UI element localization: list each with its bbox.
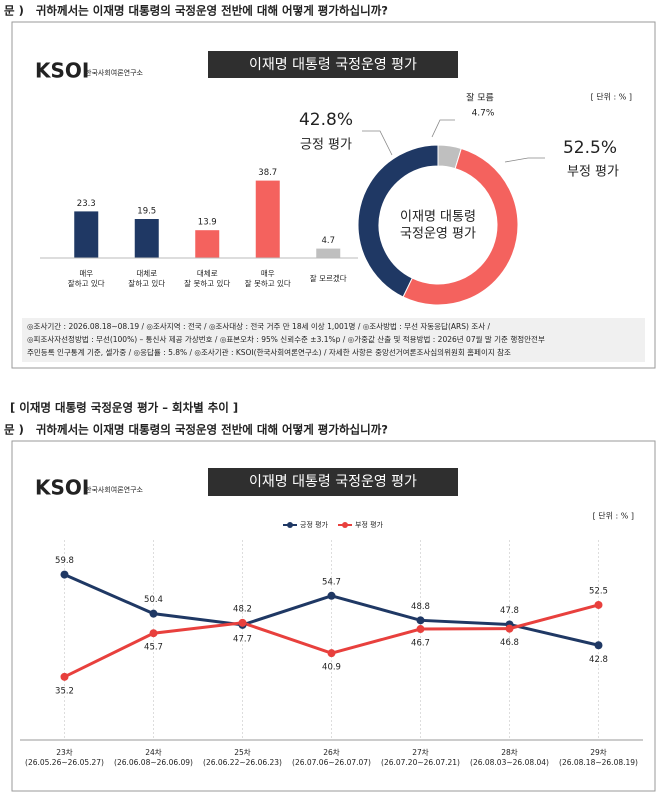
legend-label: 긍정 평가 — [300, 520, 329, 529]
note: ◎조사기간 : 2026.08.18~08.19 / ◎조사지역 : 전국 / … — [27, 321, 490, 331]
marker — [327, 649, 336, 658]
value-label: 54.7 — [322, 577, 341, 587]
bar — [74, 211, 99, 258]
value-label: 13.9 — [198, 218, 217, 228]
value-label: 47.7 — [233, 634, 252, 644]
value-label: 42.8% — [299, 110, 353, 130]
value-label: 46.8 — [500, 638, 519, 648]
panel — [11, 440, 656, 792]
marker — [149, 609, 158, 618]
center-label: 이재명 대통령 국정운영 평가 — [400, 209, 476, 241]
chart-title: 이재명 대통령 국정운영 평가 — [249, 474, 417, 490]
marker — [327, 591, 336, 600]
value-label: 46.7 — [411, 639, 430, 649]
unit: [ 단위 : % ] — [593, 511, 634, 521]
x-tick-label: 23차 (26.05.26~26.05.27) — [25, 748, 104, 767]
legend-marker — [287, 522, 293, 528]
value-label: 4.7% — [472, 109, 495, 119]
pie-slice — [357, 144, 439, 298]
value-label: 52.5% — [563, 138, 617, 158]
value-label: 40.9 — [322, 663, 341, 673]
value-label: 52.5 — [589, 586, 608, 596]
chart-title: 이재명 대통령 국정운영 평가 — [249, 57, 417, 73]
legend-label: 부정 평가 — [355, 520, 384, 529]
x-tick-label: 대체로 잘 못하고 있다 — [184, 268, 230, 288]
x-tick-label: 28차 (26.08.03~26.08.04) — [470, 748, 549, 767]
legend-label: 부정 평가 — [567, 165, 619, 180]
bar — [316, 248, 341, 258]
value-label: 4.7 — [321, 236, 335, 246]
legend-marker — [342, 522, 348, 528]
note: ◎피조사자선정방법 : 무선(100%) – 통신사 제공 가상번호 / ◎표본… — [27, 334, 545, 344]
x-tick-label: 25차 (26.06.22~26.06.23) — [203, 748, 282, 767]
panel — [11, 21, 656, 369]
logo-name: KSOI — [35, 476, 89, 500]
value-label: 23.3 — [77, 199, 96, 209]
note: 주민등록 인구통계 기준, 셀가중 / ◎응답률 : 5.8% / ◎조사기관 … — [27, 347, 511, 357]
x-tick-label: 대체로 잘하고 있다 — [128, 268, 165, 288]
leader-line — [504, 157, 545, 163]
bar — [255, 180, 280, 258]
bar — [134, 219, 159, 258]
value-label: 47.8 — [500, 606, 519, 616]
notes-box — [22, 318, 645, 362]
bar — [195, 230, 220, 258]
x-tick-label: 27차 (26.07.20~26.07.21) — [381, 748, 460, 767]
leader-line — [362, 130, 393, 156]
question: 문 ) 귀하께서는 이재명 대통령의 국정운영 전반에 대해 어떻게 평가하십니… — [4, 4, 388, 18]
value-label: 19.5 — [137, 207, 156, 217]
marker — [238, 618, 247, 627]
marker — [416, 616, 425, 625]
x-tick-label: 24차 (26.06.08~26.06.09) — [114, 748, 193, 767]
section-title: [ 이재명 대통령 국정운영 평가 – 회차별 추이 ] — [10, 401, 238, 415]
marker — [505, 624, 514, 633]
value-label: 42.8 — [589, 655, 608, 665]
logo-org: 한국사회여론연구소 — [85, 68, 144, 77]
value-label: 48.8 — [411, 602, 430, 612]
marker — [416, 625, 425, 634]
x-tick-label: 잘 모르겠다 — [310, 273, 347, 283]
pie-slice — [402, 147, 519, 306]
value-label: 45.7 — [144, 643, 163, 653]
value-label: 38.7 — [258, 168, 277, 178]
x-tick-label: 29차 (26.08.18~26.08.19) — [559, 748, 638, 767]
marker — [594, 600, 603, 609]
legend-label: 잘 모름 — [466, 92, 494, 104]
x-tick-label: 매우 잘 못하고 있다 — [245, 269, 291, 288]
value-label: 35.2 — [55, 686, 74, 696]
value-label: 50.4 — [144, 595, 163, 605]
legend-label: 긍정 평가 — [300, 138, 352, 153]
unit: [ 단위 : % ] — [591, 92, 632, 102]
marker — [594, 641, 603, 650]
leader-line — [431, 119, 455, 138]
value-label: 59.8 — [55, 556, 74, 566]
logo-org: 한국사회여론연구소 — [85, 485, 144, 494]
title-banner — [208, 51, 458, 78]
x-tick-label: 26차 (26.07.06~26.07.07) — [292, 748, 371, 767]
title-banner — [208, 468, 458, 496]
value-label: 48.2 — [233, 604, 252, 614]
marker — [60, 570, 69, 579]
question: 문 ) 귀하께서는 이재명 대통령의 국정운영 전반에 대해 어떻게 평가하십니… — [4, 423, 388, 437]
logo-name: KSOI — [35, 59, 89, 83]
marker — [60, 672, 69, 681]
x-tick-label: 매우 잘하고 있다 — [68, 269, 105, 288]
marker — [149, 629, 158, 638]
